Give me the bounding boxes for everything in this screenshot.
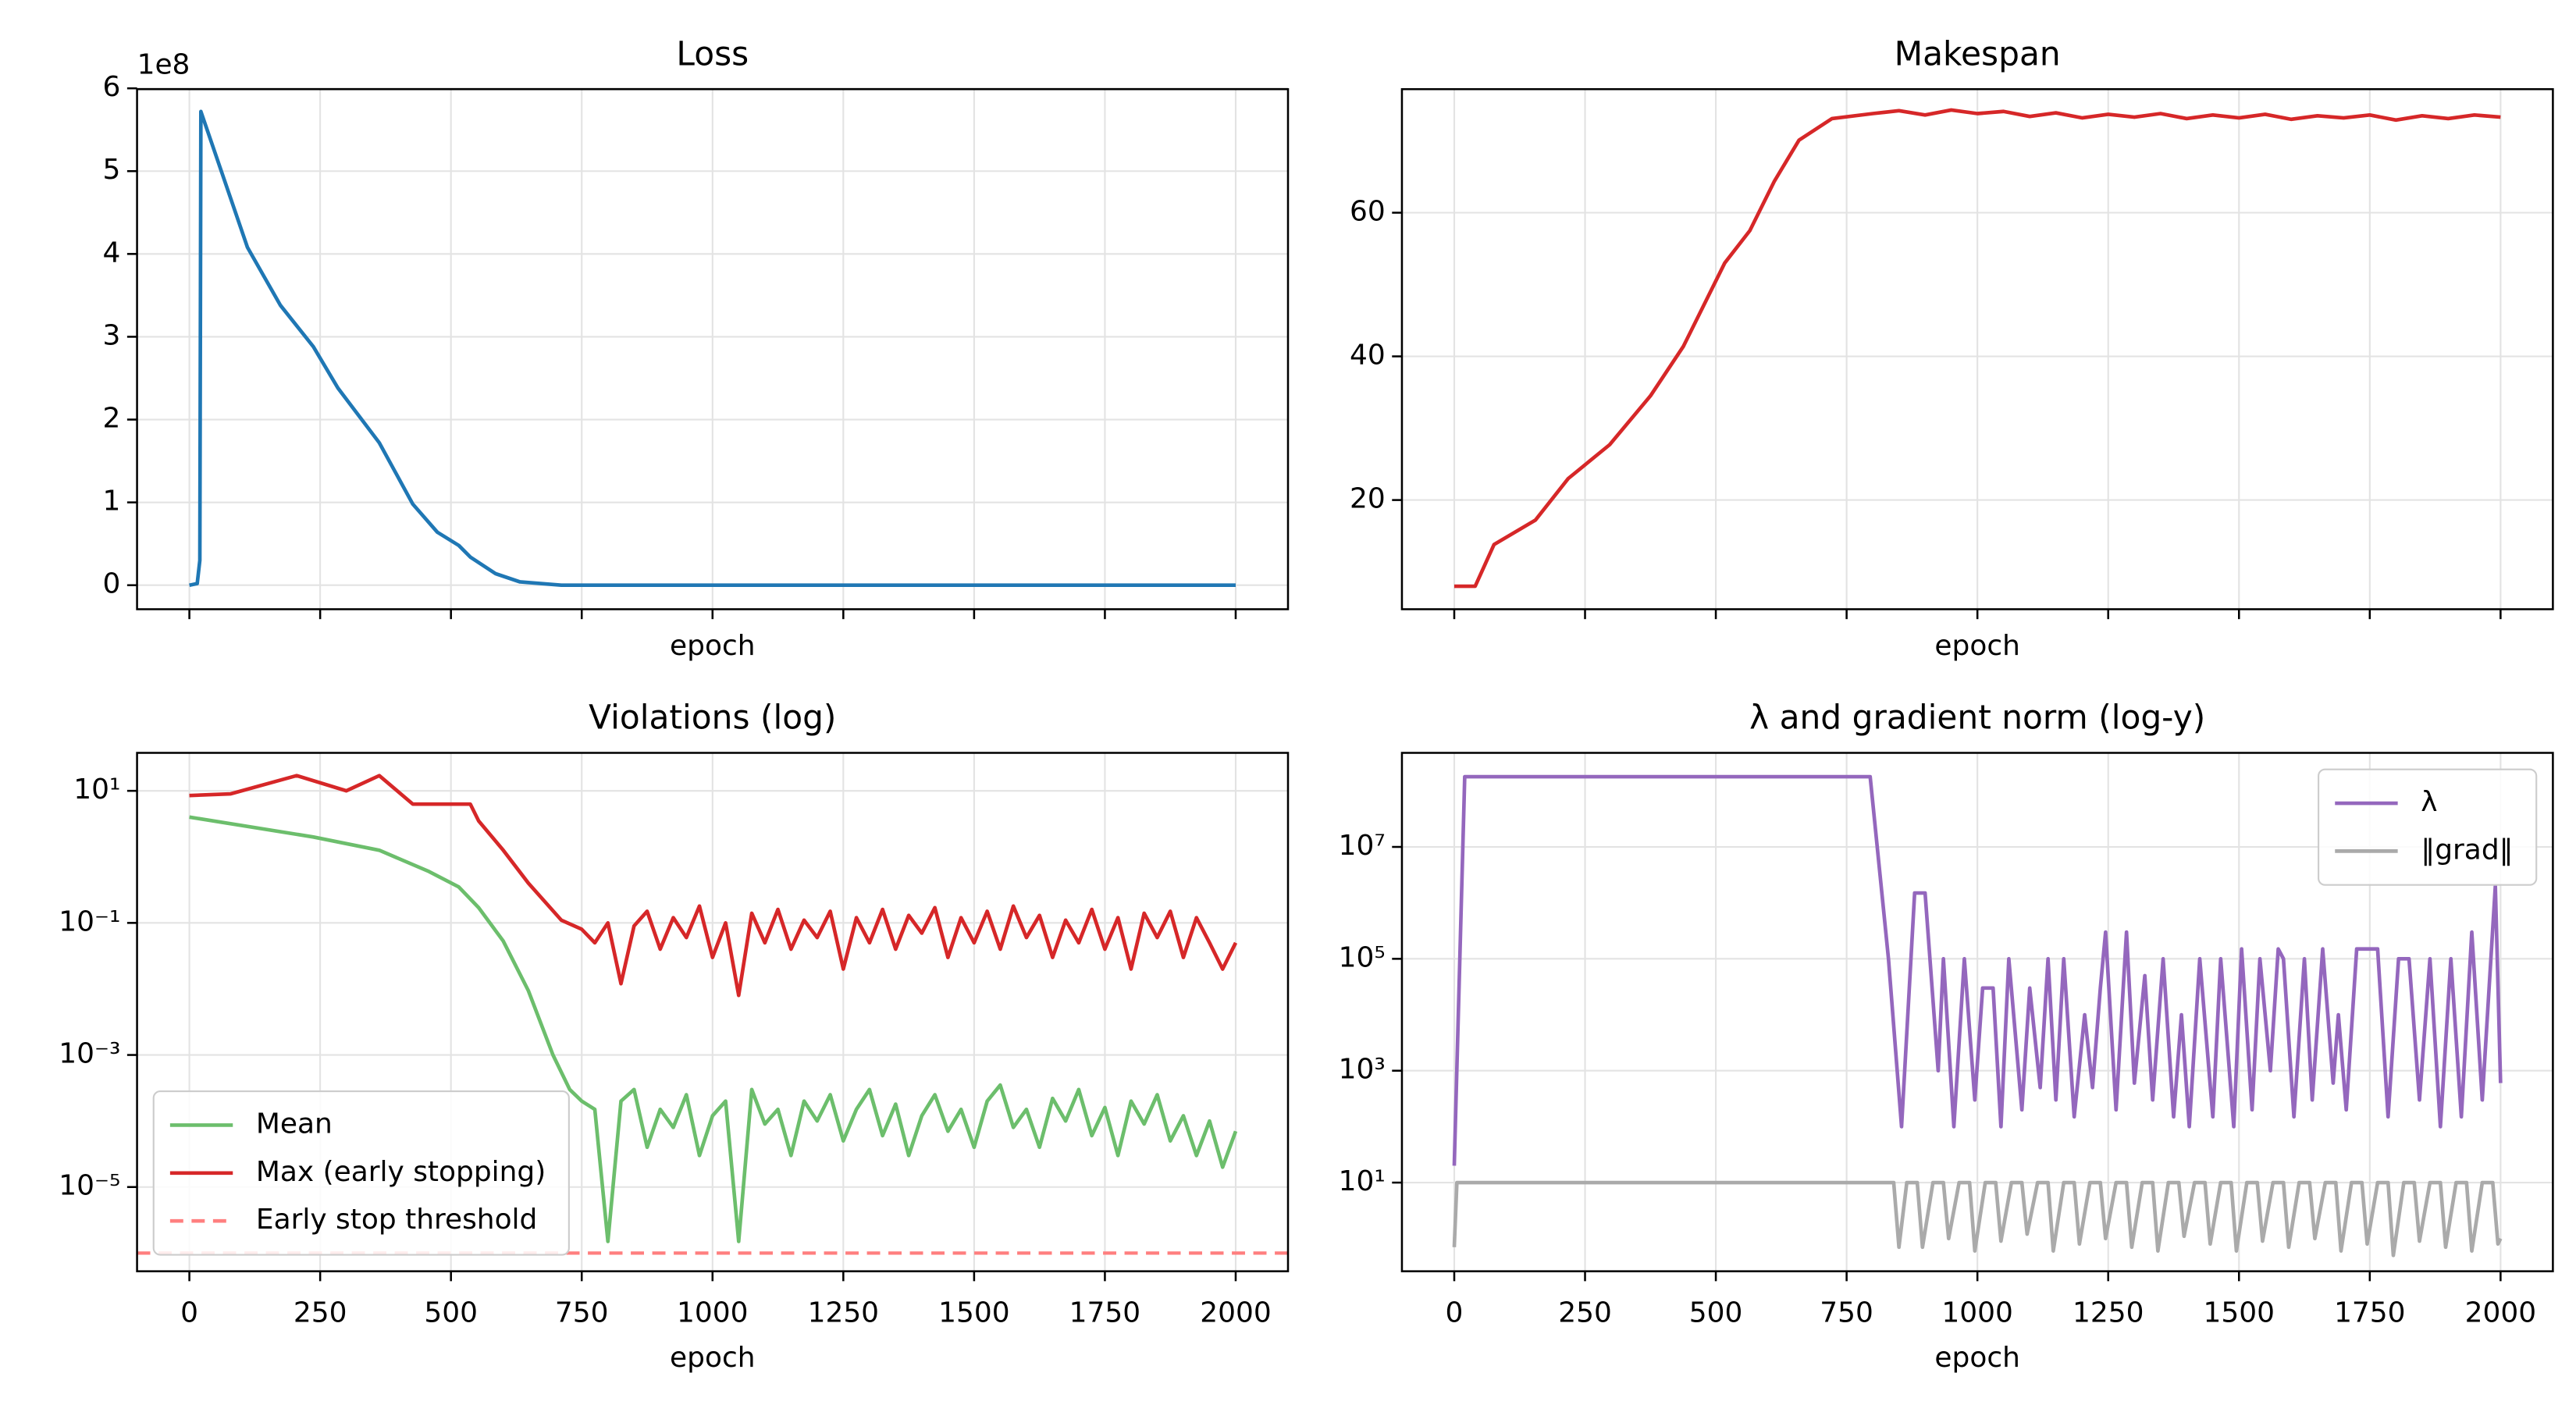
y-tick-label: 10¹	[73, 774, 120, 806]
x-tick-label: 0	[1446, 1297, 1464, 1329]
y-tick-label: 6	[103, 71, 121, 103]
legend-label: Early stop threshold	[256, 1204, 537, 1236]
y-tick-label: 10¹	[1339, 1165, 1386, 1197]
x-tick-label: 0	[180, 1297, 198, 1329]
x-tick-label: 1750	[1069, 1297, 1140, 1329]
x-tick-label: 250	[1558, 1297, 1612, 1329]
x-tick-label: 1250	[2073, 1297, 2144, 1329]
x-tick-label: 500	[1689, 1297, 1743, 1329]
axes-frame	[1400, 752, 2554, 1272]
x-tick-label: 750	[1820, 1297, 1873, 1329]
y-tick-label: 40	[1350, 340, 1386, 372]
y-tick-label: 5	[103, 154, 121, 186]
data-line	[189, 815, 1238, 1243]
y-tick-label: 10⁻³	[59, 1038, 120, 1070]
data-line	[1452, 774, 2503, 1166]
axes-frame	[136, 752, 1290, 1272]
offset-text: 1e8	[137, 49, 190, 81]
chart-title: Loss	[676, 34, 749, 73]
axes-frame	[136, 87, 1290, 610]
y-tick-label: 10³	[1339, 1054, 1386, 1086]
y-tick-label: 4	[103, 237, 121, 269]
x-axis-label: epoch	[1934, 1342, 2019, 1374]
y-tick-label: 10⁵	[1339, 941, 1386, 973]
x-tick-label: 1500	[938, 1297, 1009, 1329]
x-tick-label: 2000	[2465, 1297, 2536, 1329]
chart-title: Makespan	[1895, 34, 2061, 73]
y-tick-label: 3	[103, 319, 121, 351]
y-tick-label: 20	[1350, 483, 1386, 515]
data-line	[189, 774, 1238, 998]
legend-label: Mean	[256, 1108, 333, 1140]
y-tick-label: 0	[103, 568, 121, 600]
x-tick-label: 1750	[2334, 1297, 2405, 1329]
y-tick-label: 2	[103, 403, 121, 435]
data-line	[1453, 108, 2501, 589]
x-tick-label: 1000	[1941, 1297, 2012, 1329]
y-tick-label: 1	[103, 486, 121, 518]
legend-label: ‖grad‖	[2421, 834, 2513, 866]
x-tick-label: 1500	[2204, 1297, 2275, 1329]
x-axis-label: epoch	[1934, 630, 2019, 662]
legend-label: λ	[2421, 786, 2437, 818]
axes-frame	[1400, 87, 2554, 610]
legend-label: Max (early stopping)	[256, 1156, 546, 1188]
y-tick-label: 60	[1350, 196, 1386, 228]
x-tick-label: 1000	[677, 1297, 748, 1329]
legend: λ ‖grad‖	[2318, 768, 2538, 886]
legend-box	[152, 1090, 570, 1256]
data-line	[189, 109, 1236, 588]
legend: Mean Max (early stopping) Early stop thres…	[152, 1090, 570, 1256]
x-axis-label: epoch	[670, 1342, 755, 1374]
x-tick-label: 250	[294, 1297, 347, 1329]
x-tick-label: 500	[424, 1297, 478, 1329]
legend-box	[2318, 768, 2538, 886]
x-axis-label: epoch	[670, 630, 755, 662]
x-tick-label: 750	[555, 1297, 609, 1329]
y-tick-label: 10⁷	[1339, 830, 1386, 862]
data-line	[1452, 1180, 2503, 1257]
y-tick-label: 10⁻¹	[59, 905, 120, 937]
x-tick-label: 1250	[808, 1297, 879, 1329]
chart-title: λ and gradient norm (log-y)	[1749, 699, 2205, 737]
y-tick-label: 10⁻⁵	[59, 1170, 120, 1202]
chart-title: Violations (log)	[589, 699, 836, 737]
x-tick-label: 2000	[1200, 1297, 1271, 1329]
